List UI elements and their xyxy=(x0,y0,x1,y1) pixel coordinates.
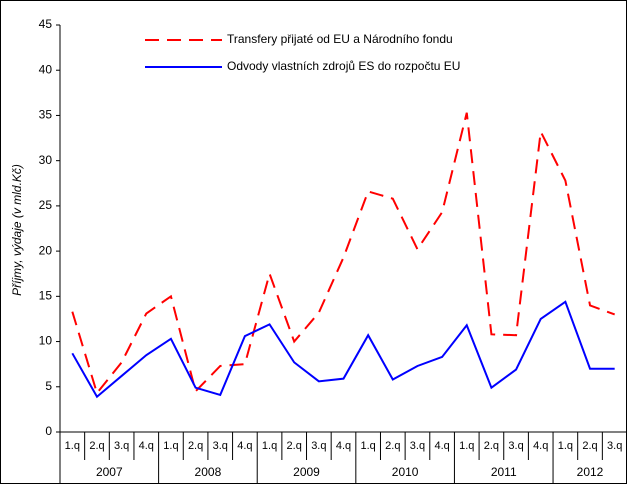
line-series xyxy=(71,112,616,396)
x-tick-label: 3.q xyxy=(311,440,326,452)
x-tick-label: 3.q xyxy=(114,440,129,452)
y-tick-label: 0 xyxy=(45,424,52,438)
x-tick-label: 4.q xyxy=(237,440,252,452)
legend-label: Transfery přijaté od EU a Národního fond… xyxy=(227,32,453,46)
x-tick-label: 4.q xyxy=(434,440,449,452)
y-tick-label: 25 xyxy=(39,198,53,212)
x-tick-label: 1.q xyxy=(163,440,178,452)
x-group-label: 2009 xyxy=(293,465,320,479)
x-tick-label: 2.q xyxy=(484,440,499,452)
x-tick-label: 4.q xyxy=(139,440,154,452)
x-tick-label: 1.q xyxy=(65,440,80,452)
y-tick-label: 30 xyxy=(39,153,53,167)
x-tick-label: 2.q xyxy=(582,440,597,452)
x-group-label: 2012 xyxy=(577,465,604,479)
x-group-label: 2007 xyxy=(96,465,123,479)
x-group-label: 2008 xyxy=(195,465,222,479)
x-tick-label: 3.q xyxy=(508,440,523,452)
x-group-label: 2010 xyxy=(392,465,419,479)
x-tick-label: 1.q xyxy=(361,440,376,452)
y-tick-label: 20 xyxy=(39,243,53,257)
x-tick-label: 3.q xyxy=(213,440,228,452)
y-tick-label: 35 xyxy=(39,108,53,122)
x-tick-label: 1.q xyxy=(459,440,474,452)
x-tick-label: 4.q xyxy=(533,440,548,452)
x-tick-label: 1.q xyxy=(262,440,277,452)
x-group-label: 2011 xyxy=(491,465,517,479)
y-tick-label: 5 xyxy=(45,379,52,393)
legend-label: Odvody vlastních zdrojů ES do rozpočtu E… xyxy=(227,59,460,73)
x-tick-label: 3.q xyxy=(410,440,425,452)
x-tick-label: 2.q xyxy=(188,440,203,452)
x-tick-label: 2.q xyxy=(287,440,302,452)
line-series xyxy=(71,300,615,399)
y-tick-label: 40 xyxy=(39,62,53,76)
x-tick-label: 1.q xyxy=(558,440,573,452)
x-tick-label: 2.q xyxy=(385,440,400,452)
y-tick-label: 10 xyxy=(39,334,53,348)
y-tick-label: 45 xyxy=(39,17,53,31)
x-tick-label: 4.q xyxy=(336,440,351,452)
y-tick-label: 15 xyxy=(39,289,53,303)
x-tick-label: 3.q xyxy=(607,440,622,452)
x-tick-label: 2.q xyxy=(89,440,104,452)
y-axis-title: Příjmy, výdaje (v mld.Kč) xyxy=(10,164,24,296)
